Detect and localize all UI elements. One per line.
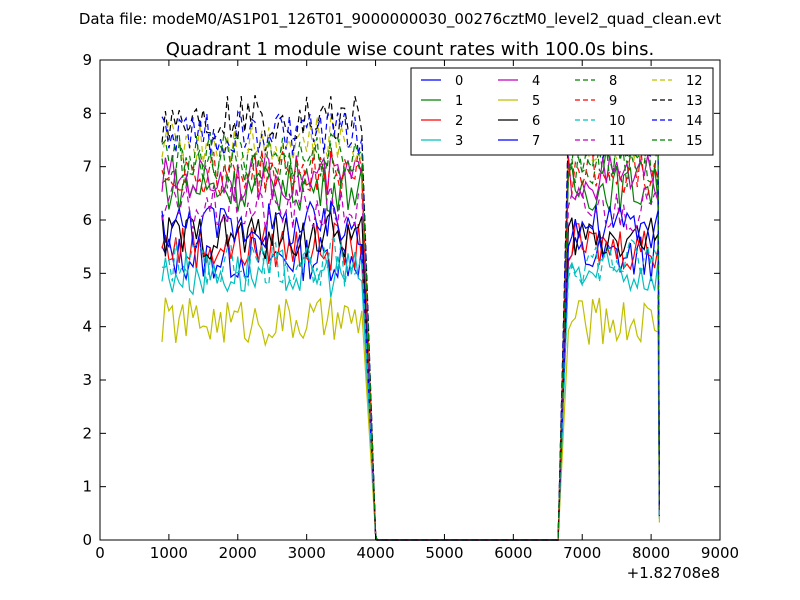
legend-label-12: 12 <box>686 74 703 89</box>
legend-label-13: 13 <box>686 94 703 109</box>
x-tick-label: 3000 <box>288 544 326 562</box>
series-line-13 <box>161 95 660 541</box>
legend-label-7: 7 <box>532 134 540 149</box>
y-tick-label: 9 <box>82 51 92 69</box>
legend-label-10: 10 <box>609 114 626 129</box>
x-tick-label: 9000 <box>701 544 739 562</box>
y-tick-label: 8 <box>82 104 92 122</box>
y-tick-label: 0 <box>82 531 92 549</box>
series-line-0 <box>161 234 660 541</box>
x-tick-label: 1000 <box>150 544 188 562</box>
x-tick-label: 2000 <box>219 544 257 562</box>
series-line-12 <box>161 116 660 541</box>
legend-label-5: 5 <box>532 94 540 109</box>
x-offset-label: +1.82708e8 <box>627 564 720 582</box>
legend-label-9: 9 <box>609 94 617 109</box>
x-tick-label: 4000 <box>356 544 394 562</box>
series-line-6 <box>161 210 660 541</box>
legend-label-4: 4 <box>532 74 540 89</box>
legend-label-8: 8 <box>609 74 617 89</box>
legend-label-14: 14 <box>686 114 703 129</box>
x-tick-label: 7000 <box>563 544 601 562</box>
legend-label-6: 6 <box>532 114 540 129</box>
legend-label-0: 0 <box>455 74 463 89</box>
series-line-15 <box>161 132 660 541</box>
y-tick-label: 4 <box>82 318 92 336</box>
chart-title: Quadrant 1 module wise count rates with … <box>166 39 655 60</box>
series-line-4 <box>161 151 660 541</box>
chart-suptitle: Data file: modeM0/AS1P01_126T01_90000000… <box>79 10 721 29</box>
legend-label-3: 3 <box>455 134 463 149</box>
x-tick-label: 8000 <box>632 544 670 562</box>
series-line-5 <box>161 297 660 541</box>
y-tick-label: 5 <box>82 264 92 282</box>
ticks-layer: 0 1000 2000 3000 4000 5000 6000 7000 8000 9000012… <box>82 51 739 562</box>
x-tick-label: 5000 <box>425 544 463 562</box>
series-layer <box>161 95 660 541</box>
legend-label-1: 1 <box>455 94 463 109</box>
plot-frame <box>99 59 721 541</box>
y-tick-label: 6 <box>82 211 92 229</box>
series-line-11 <box>161 184 660 541</box>
legend-label-11: 11 <box>609 134 626 149</box>
legend-label-2: 2 <box>455 114 463 129</box>
y-tick-label: 7 <box>82 158 92 176</box>
y-tick-label: 1 <box>82 478 92 496</box>
legend-label-15: 15 <box>686 134 703 149</box>
y-tick-label: 2 <box>82 424 92 442</box>
x-tick-label: 6000 <box>494 544 532 562</box>
series-line-10 <box>161 238 660 541</box>
y-tick-label: 3 <box>82 371 92 389</box>
x-tick-label: 0 <box>95 544 105 562</box>
